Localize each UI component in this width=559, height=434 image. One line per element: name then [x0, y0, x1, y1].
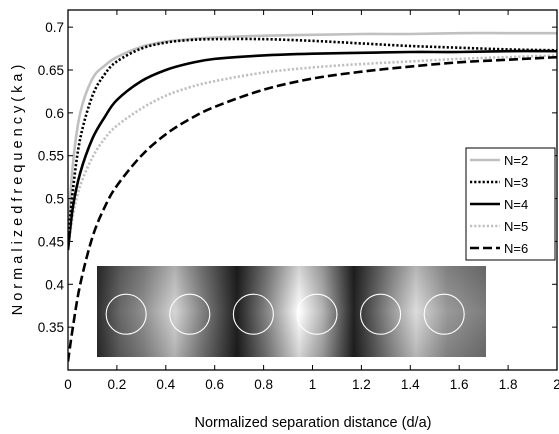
y-tick-label: 0.5 [45, 192, 64, 207]
x-tick-label: 0.4 [156, 377, 175, 392]
series-line-n2 [68, 31, 557, 233]
y-tick-label: 0.65 [38, 63, 64, 78]
inset-circle [232, 293, 274, 335]
series-line-n5 [68, 54, 558, 251]
y-tick-label: 0.45 [38, 234, 64, 249]
y-axis-title: N o r m a l i z e d f r e q u e n c y ( … [10, 65, 26, 316]
y-tick-label: 0.6 [45, 106, 64, 121]
x-tick-label: 1.6 [450, 377, 469, 392]
series-line-n4 [68, 49, 558, 251]
legend-entry-label: N=6 [504, 241, 528, 256]
legend-entry-label: N=5 [504, 219, 528, 234]
x-tick-label: 0.8 [254, 377, 273, 392]
legend-entry-label: N=2 [504, 153, 528, 168]
x-tick-label: 0 [64, 377, 72, 392]
legend: N=2 N=3 N=4 N=5 N=6 [465, 147, 556, 261]
x-tick-label: 1.2 [352, 377, 371, 392]
x-axis-title: Normalized separation distance (d/a) [195, 415, 432, 431]
inset-circle [423, 293, 465, 335]
inset-circle [169, 293, 211, 335]
x-tick-label: 2 [553, 377, 559, 392]
y-tick-label: 0.4 [45, 277, 64, 292]
x-tick-label: 0.6 [205, 377, 224, 392]
inset-field-image [97, 266, 486, 357]
x-tick-label: 0.2 [108, 377, 127, 392]
legend-entry-label: N=4 [504, 197, 528, 212]
inset-circle [105, 293, 147, 335]
x-tick-label: 1 [309, 377, 317, 392]
x-tick-label: 1.4 [401, 377, 420, 392]
inset-circle [360, 293, 402, 335]
y-tick-label: 0.35 [38, 320, 64, 335]
inset-shading [97, 266, 486, 357]
y-tick-label: 0.7 [45, 20, 64, 35]
x-tick-label: 1.8 [499, 377, 518, 392]
y-tick-label: 0.55 [38, 149, 64, 164]
legend-entry-label: N=3 [504, 175, 528, 190]
series-line-n6 [68, 55, 558, 362]
inset-circle [296, 293, 338, 335]
